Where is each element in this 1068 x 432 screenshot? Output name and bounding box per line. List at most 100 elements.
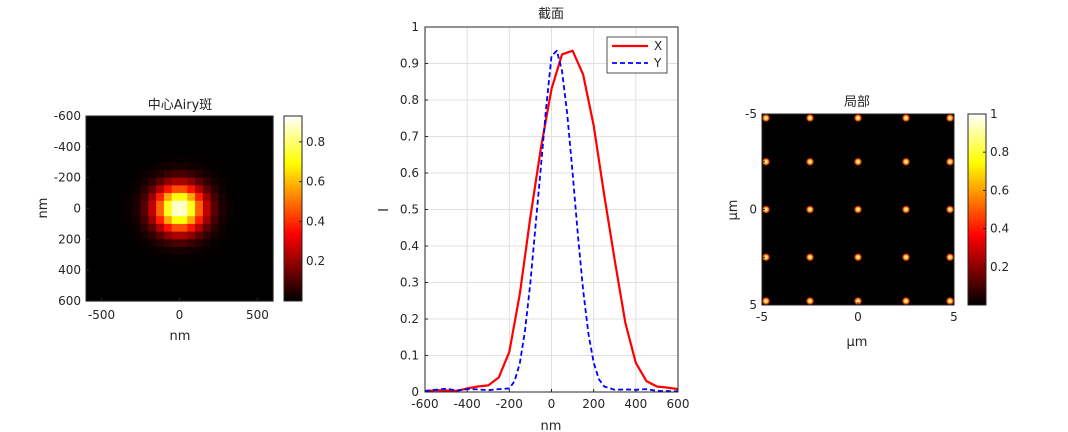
lattice-spot: [901, 252, 911, 262]
section-ytick-label: 0.1: [400, 349, 419, 363]
airy-pixel: [265, 200, 274, 210]
airy-pixel: [210, 116, 220, 125]
section-xlabel: nm: [541, 419, 562, 432]
airy-pixel: [218, 293, 227, 302]
airy-pixel: [156, 123, 165, 133]
airy-pixel: [132, 247, 142, 256]
airy-pixel: [156, 208, 165, 217]
airy-pixel: [140, 262, 149, 271]
airy-pixel: [234, 254, 243, 264]
airy-pixel: [117, 285, 126, 294]
airy-colorbar-tick-label: 0.8: [306, 135, 325, 149]
airy-pixel: [265, 216, 274, 225]
airy-pixel: [124, 116, 134, 125]
airy-pixel: [132, 208, 142, 217]
airy-pixel: [187, 185, 196, 194]
airy-pixel: [195, 216, 204, 225]
airy-pixel: [109, 208, 118, 217]
airy-pixel: [210, 239, 220, 248]
airy-colorbar-tick-label: 0.6: [306, 175, 325, 189]
airy-pixel: [187, 247, 196, 256]
lattice-spot: [901, 113, 911, 123]
airy-pixel: [163, 277, 173, 287]
airy-pixel: [140, 139, 149, 148]
airy-pixel: [265, 193, 274, 202]
airy-pixel: [257, 154, 266, 163]
airy-colorbar-tick-label: 0.4: [306, 214, 325, 228]
airy-pixel: [140, 293, 149, 302]
airy-pixel: [171, 139, 181, 148]
airy-pixel: [117, 293, 126, 302]
section-ytick-label: 0.3: [400, 276, 419, 290]
airy-pixel: [226, 193, 235, 202]
section-ytick-label: 0.7: [400, 130, 419, 144]
airy-pixel: [171, 185, 181, 194]
airy-pixel: [179, 254, 188, 264]
airy-pixel: [202, 169, 212, 179]
airy-pixel: [257, 285, 266, 294]
airy-pixel: [234, 193, 243, 202]
airy-pixel: [140, 200, 149, 210]
airy-pixel: [93, 123, 103, 133]
airy-pixel: [195, 177, 204, 186]
section-ytick-label: 0.4: [400, 239, 419, 253]
airy-colorbar: [283, 115, 303, 302]
airy-pixel: [124, 247, 134, 256]
airy-pixel: [163, 177, 173, 186]
section-ytick-label: 0.2: [400, 312, 419, 326]
airy-pixel: [86, 146, 95, 156]
airy-pixel: [257, 247, 266, 256]
airy-pixel: [86, 154, 95, 163]
airy-pixel: [132, 270, 142, 279]
airy-pixel: [265, 154, 274, 163]
airy-pixel: [86, 223, 95, 233]
airy-pixel: [257, 293, 266, 302]
airy-pixel: [171, 116, 181, 125]
airy-pixel: [132, 116, 142, 125]
airy-pixel: [241, 223, 251, 233]
airy-pixel: [179, 169, 188, 179]
airy-pixel: [241, 162, 251, 171]
airy-pixel: [86, 285, 95, 294]
airy-pixel: [202, 285, 212, 294]
airy-pixel: [109, 200, 118, 210]
airy-pixel: [241, 247, 251, 256]
section-ytick-label: 0.8: [400, 93, 419, 107]
airy-pixel: [257, 239, 266, 248]
airy-pixel: [202, 216, 212, 225]
airy-pixel: [93, 208, 103, 217]
airy-pixel: [218, 200, 227, 210]
airy-pixel: [195, 247, 204, 256]
airy-pixel: [202, 293, 212, 302]
airy-pixel: [202, 254, 212, 264]
airy-pixel: [148, 216, 157, 225]
airy-xtick-label: 500: [246, 308, 269, 322]
lattice-spot: [853, 205, 863, 214]
airy-pixel: [171, 123, 181, 133]
airy-pixel: [93, 293, 103, 302]
airy-pixel: [187, 239, 196, 248]
airy-pixel: [202, 208, 212, 217]
airy-pixel: [101, 231, 110, 240]
airy-pixel: [241, 270, 251, 279]
airy-pixel: [171, 239, 181, 248]
airy-pixel: [140, 239, 149, 248]
lattice-spot: [945, 113, 955, 123]
airy-pixel: [86, 231, 95, 240]
airy-pixel: [234, 200, 243, 210]
airy-pixel: [109, 116, 118, 125]
lattice-colorbar-tick-label: 0.2: [990, 260, 1009, 274]
airy-pixel: [202, 177, 212, 186]
airy-pixel: [195, 270, 204, 279]
airy-pixel: [195, 193, 204, 202]
lattice-spot: [945, 205, 955, 214]
airy-pixel: [124, 270, 134, 279]
airy-pixel: [117, 270, 126, 279]
airy-pixel: [187, 193, 196, 202]
airy-pixel: [93, 154, 103, 163]
airy-pixel: [93, 146, 103, 156]
airy-pixel: [117, 139, 126, 148]
airy-pixel: [226, 177, 235, 186]
lattice-xtick-label: -5: [756, 310, 768, 324]
airy-pixel: [148, 293, 157, 302]
